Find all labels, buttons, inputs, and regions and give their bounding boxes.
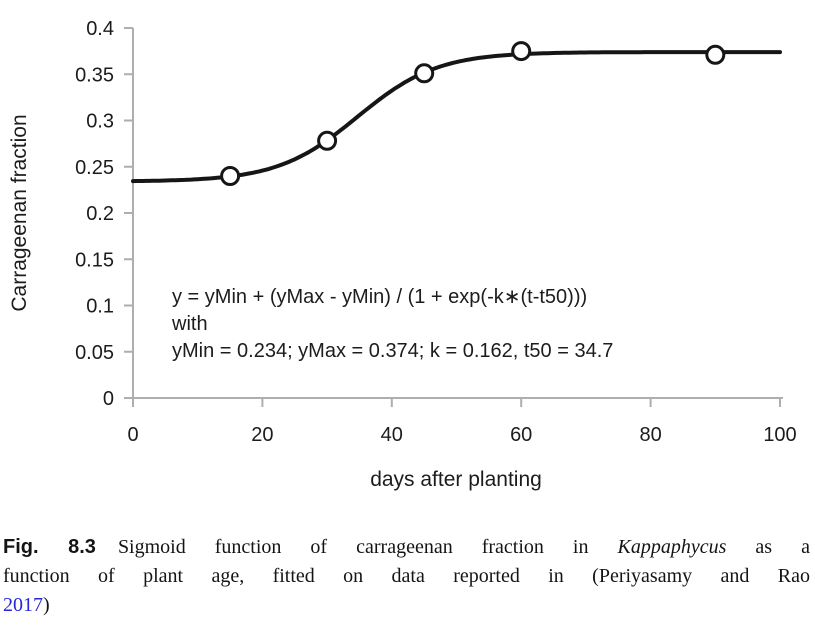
x-tick-label: 20 [251,424,273,446]
equation-line-1: y = yMin + (yMax - yMin) / (1 + exp(-k∗(… [172,286,587,308]
x-tick-label: 60 [510,424,532,446]
caption-text: as a [726,536,810,558]
y-tick-label: 0.35 [75,64,114,86]
citation-link[interactable]: 2017 [3,594,43,616]
x-tick-label: 0 [127,424,138,446]
caption-line: 2017) [3,591,810,620]
data-point [705,44,726,65]
data-point [511,41,532,62]
equation-line-2: with [171,313,208,335]
y-tick-label: 0.4 [86,18,114,40]
y-tick-label: 0.1 [86,296,114,318]
x-tick-label: 80 [639,424,661,446]
axes-layer: 0 0.05 0.1 0.15 0.2 0.25 0.3 0.35 0.4 0 20 40 60 80 10… [75,18,797,446]
y-tick-label: 0.15 [75,249,114,271]
y-tick-label: 0.05 [75,342,114,364]
data-points-layer [220,41,726,186]
y-axis-title: Carrageenan fraction [8,114,31,311]
data-point [317,130,338,151]
caption-line: function of plant age, fitted on data re… [3,562,810,591]
caption-line: Fig. 8.3 Sigmoid function of carrageenan … [3,533,810,562]
y-tick-label: 0 [103,388,114,410]
equation-line-3: yMin = 0.234; yMax = 0.374; k = 0.162, t… [172,340,613,362]
x-tick-label: 100 [763,424,796,446]
caption-text: function of plant age, fitted on data re… [3,565,810,587]
y-tick-label: 0.25 [75,157,114,179]
data-point [414,63,435,84]
fitted-curve [131,50,782,184]
caption-text: Sigmoid function of carrageenan fraction… [117,536,618,558]
caption-text: ) [43,594,50,616]
x-axis-title: days after planting [370,468,542,491]
caption-label: Fig. 8.3 [3,536,96,558]
data-point [220,166,241,186]
species-name: Kappaphycus [617,536,727,558]
sigmoid-chart: 0 0.05 0.1 0.15 0.2 0.25 0.3 0.35 0.4 0 20 40 60 80 10… [8,18,797,491]
y-tick-label: 0.2 [86,203,114,225]
x-tick-label: 40 [381,424,403,446]
figure-caption: Fig. 8.3 Sigmoid function of carrageenan … [0,533,814,620]
y-tick-label: 0.3 [86,111,114,133]
